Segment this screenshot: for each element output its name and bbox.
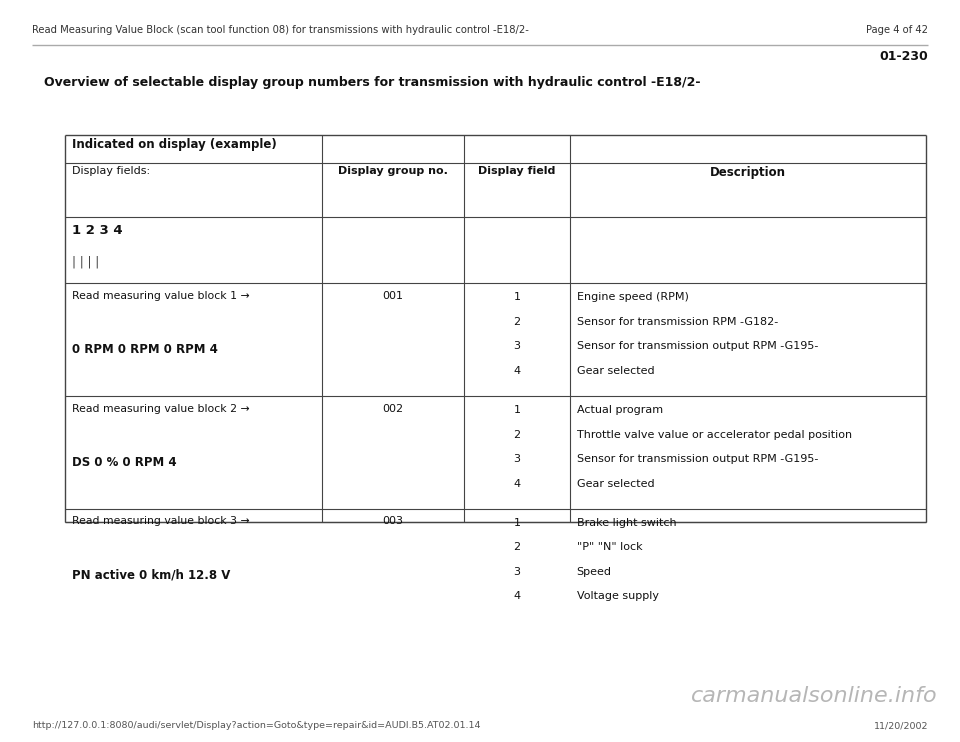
Text: 01-230: 01-230 xyxy=(879,50,928,64)
Text: 1: 1 xyxy=(514,405,520,415)
Text: Description: Description xyxy=(710,165,786,179)
Text: Read Measuring Value Block (scan tool function 08) for transmissions with hydrau: Read Measuring Value Block (scan tool fu… xyxy=(32,25,529,35)
Text: Display fields:: Display fields: xyxy=(72,165,150,176)
Text: 1: 1 xyxy=(514,292,520,302)
Text: Engine speed (RPM): Engine speed (RPM) xyxy=(577,292,688,302)
Text: 001: 001 xyxy=(382,291,403,301)
Text: 003: 003 xyxy=(382,516,403,526)
Text: 2: 2 xyxy=(514,317,520,327)
Text: 1 2 3 4: 1 2 3 4 xyxy=(72,224,123,237)
Text: Read measuring value block 1 →: Read measuring value block 1 → xyxy=(72,291,250,301)
Text: 3: 3 xyxy=(514,567,520,577)
Text: 002: 002 xyxy=(382,404,403,413)
Text: 3: 3 xyxy=(514,454,520,464)
Text: 2: 2 xyxy=(514,542,520,553)
Text: Sensor for transmission RPM -G182-: Sensor for transmission RPM -G182- xyxy=(577,317,778,327)
Text: 0 RPM 0 RPM 0 RPM 4: 0 RPM 0 RPM 0 RPM 4 xyxy=(72,343,218,356)
Text: Read measuring value block 2 →: Read measuring value block 2 → xyxy=(72,404,250,413)
Text: 11/20/2002: 11/20/2002 xyxy=(874,721,928,730)
Text: Brake light switch: Brake light switch xyxy=(577,518,676,528)
Text: Overview of selectable display group numbers for transmission with hydraulic con: Overview of selectable display group num… xyxy=(44,76,701,89)
Text: Sensor for transmission output RPM -G195-: Sensor for transmission output RPM -G195… xyxy=(577,454,818,464)
Text: Throttle valve value or accelerator pedal position: Throttle valve value or accelerator peda… xyxy=(577,430,852,440)
Text: Page 4 of 42: Page 4 of 42 xyxy=(866,25,928,35)
Text: 1: 1 xyxy=(514,518,520,528)
Text: Sensor for transmission output RPM -G195-: Sensor for transmission output RPM -G195… xyxy=(577,341,818,352)
Text: Gear selected: Gear selected xyxy=(577,366,655,376)
Text: 2: 2 xyxy=(514,430,520,440)
Text: 3: 3 xyxy=(514,341,520,352)
Text: Voltage supply: Voltage supply xyxy=(577,591,659,602)
Text: Display field: Display field xyxy=(478,165,556,176)
Text: 4: 4 xyxy=(514,479,520,489)
Text: PN active 0 km/h 12.8 V: PN active 0 km/h 12.8 V xyxy=(72,568,230,582)
Text: Read measuring value block 3 →: Read measuring value block 3 → xyxy=(72,516,250,526)
Text: 4: 4 xyxy=(514,591,520,602)
Text: Speed: Speed xyxy=(577,567,612,577)
Text: "P" "N" lock: "P" "N" lock xyxy=(577,542,642,553)
Text: carmanualsonline.info: carmanualsonline.info xyxy=(691,686,938,706)
Text: http://127.0.0.1:8080/audi/servlet/Display?action=Goto&type=repair&id=AUDI.B5.AT: http://127.0.0.1:8080/audi/servlet/Displ… xyxy=(32,721,480,730)
Text: Display group no.: Display group no. xyxy=(338,165,448,176)
Text: 4: 4 xyxy=(514,366,520,376)
Text: Actual program: Actual program xyxy=(577,405,662,415)
Text: Indicated on display (example): Indicated on display (example) xyxy=(72,137,276,151)
Text: Gear selected: Gear selected xyxy=(577,479,655,489)
Text: DS 0 % 0 RPM 4: DS 0 % 0 RPM 4 xyxy=(72,456,177,469)
Text: | | | |: | | | | xyxy=(72,255,99,269)
